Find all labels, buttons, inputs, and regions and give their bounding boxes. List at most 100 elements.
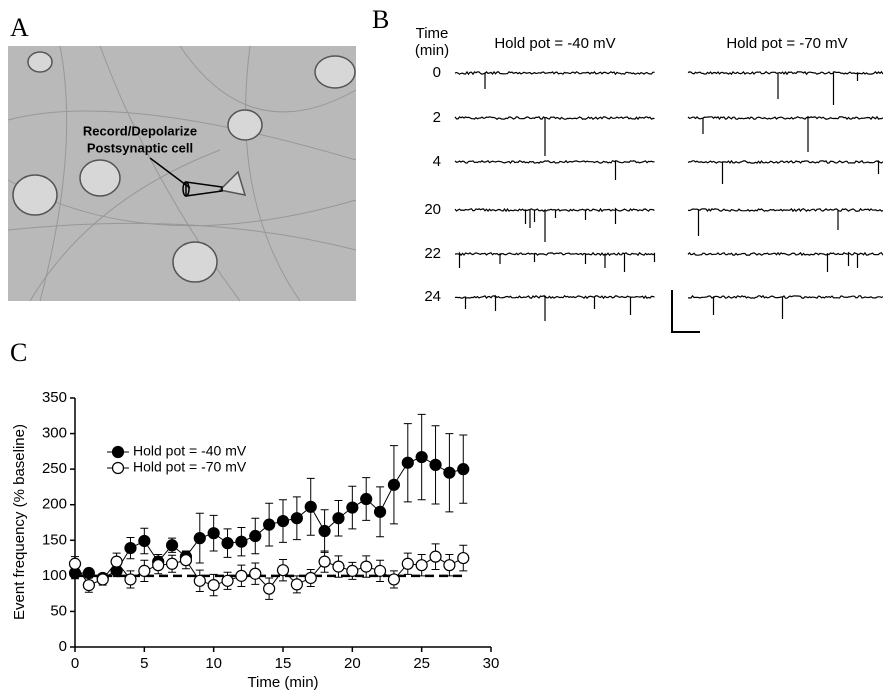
scale-bar (671, 290, 700, 333)
marker (96, 573, 109, 586)
marker (249, 567, 262, 580)
marker (346, 501, 359, 514)
marker (360, 560, 373, 573)
trace (687, 159, 883, 184)
marker (429, 550, 442, 563)
marker (387, 573, 401, 586)
marker (457, 551, 470, 565)
marker (82, 579, 95, 592)
time-label: 24 (424, 288, 441, 305)
marker (415, 450, 428, 464)
time-header: Time (416, 25, 449, 42)
marker (110, 555, 123, 568)
trace (454, 251, 656, 272)
marker (276, 564, 290, 577)
marker (387, 478, 401, 491)
marker (193, 574, 206, 587)
time-label: 2 (433, 109, 441, 126)
marker (152, 559, 165, 572)
column-header: Hold pot = -70 mV (726, 35, 847, 52)
legend-marker (111, 445, 125, 459)
trace (454, 207, 655, 242)
trace (454, 116, 655, 156)
time-label: 4 (433, 153, 441, 170)
column-header: Hold pot = -40 mV (494, 35, 615, 52)
marker (235, 535, 248, 548)
marker (124, 542, 137, 555)
x-tick-label: 5 (140, 655, 148, 672)
marker (263, 582, 276, 595)
legend-label: Hold pot = -40 mV (133, 443, 247, 459)
legend-label: Hold pot = -70 mV (133, 459, 247, 475)
plot: 0 50 100 150 200 250 300 350 0 5 10 15 20 25 30 Hold po… (42, 389, 499, 672)
marker (179, 554, 193, 567)
marker (415, 559, 428, 572)
x-tick-label: 0 (71, 655, 79, 672)
x-tick-label: 25 (413, 655, 430, 672)
marker (401, 557, 414, 570)
marker (304, 500, 317, 513)
panel-label: C (10, 338, 27, 367)
trace (687, 115, 883, 152)
y-tick-label: 250 (42, 460, 67, 477)
time-label: 22 (424, 245, 441, 262)
marker (221, 537, 234, 550)
marker (332, 560, 345, 573)
marker (401, 456, 414, 469)
annotation: Postsynaptic cell (87, 140, 193, 155)
marker (193, 532, 206, 545)
y-tick-label: 300 (42, 425, 67, 442)
y-tick-label: 350 (42, 389, 67, 406)
y-tick-label: 150 (42, 531, 67, 548)
panel-label: B (372, 5, 389, 34)
marker (263, 518, 276, 531)
marker (457, 463, 470, 476)
marker (429, 458, 442, 471)
trace (687, 294, 883, 319)
panel-label: A (10, 13, 29, 42)
x-tick-label: 30 (483, 655, 500, 672)
y-tick-label: 100 (42, 567, 67, 584)
marker (290, 578, 303, 591)
marker (318, 524, 331, 538)
marker (68, 557, 82, 570)
trace (687, 251, 883, 272)
time-header: (min) (415, 42, 449, 59)
marker (82, 566, 95, 580)
trace (687, 70, 883, 105)
marker (443, 559, 456, 572)
marker (138, 564, 151, 577)
x-tick-label: 10 (205, 655, 222, 672)
marker (318, 555, 331, 568)
marker (304, 571, 317, 585)
trace (454, 294, 655, 321)
y-tick-label: 50 (50, 602, 67, 619)
annotation: Record/Depolarize (83, 123, 197, 138)
y-tick-label: 0 (59, 638, 67, 655)
marker (165, 557, 179, 570)
x-tick-label: 20 (344, 655, 361, 672)
marker (332, 512, 345, 525)
y-axis-label: Event frequency (% baseline) (11, 424, 28, 620)
marker (207, 579, 220, 592)
marker (165, 539, 179, 552)
time-label: 20 (424, 201, 441, 218)
x-tick-label: 15 (275, 655, 292, 672)
trace (454, 70, 655, 89)
time-label: 0 (433, 64, 441, 81)
micrograph (7, 45, 357, 302)
trace (454, 159, 655, 180)
marker (249, 529, 262, 543)
marker (207, 527, 220, 540)
marker (221, 574, 234, 587)
marker (443, 466, 456, 479)
marker (235, 569, 248, 582)
marker (290, 512, 303, 525)
marker (124, 573, 137, 586)
x-axis-label: Time (min) (247, 674, 318, 691)
y-tick-label: 200 (42, 496, 67, 513)
legend-marker (111, 461, 125, 475)
marker (346, 564, 359, 577)
